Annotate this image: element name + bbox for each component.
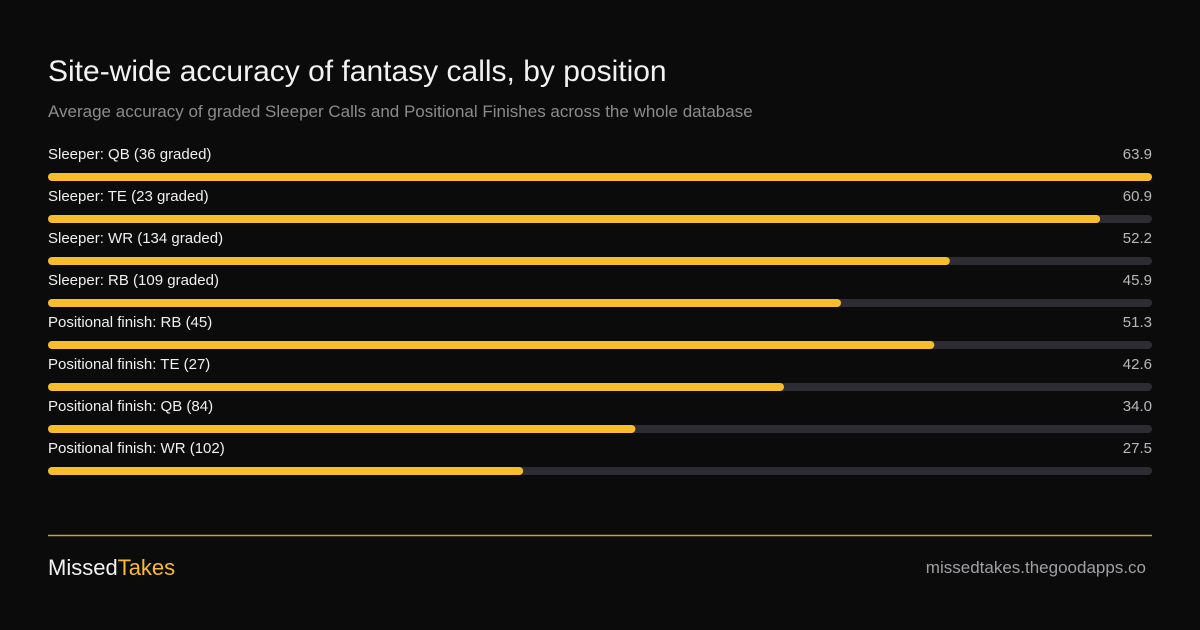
bar <box>48 341 935 349</box>
value-label: 60.9 <box>1123 188 1152 205</box>
site-url: missedtakes.thegoodapps.co <box>926 558 1146 577</box>
bar <box>48 425 636 433</box>
bar-label: Positional finish: QB (84) <box>48 398 213 415</box>
value-label: 27.5 <box>1123 440 1152 457</box>
chart-title: Site-wide accuracy of fantasy calls, by … <box>48 55 667 88</box>
bar-label: Positional finish: TE (27) <box>48 356 210 373</box>
bar <box>48 383 784 391</box>
bar <box>48 257 950 265</box>
bar-label: Sleeper: RB (109 graded) <box>48 272 219 289</box>
value-label: 42.6 <box>1123 356 1152 373</box>
brand: MissedTakes <box>48 555 175 580</box>
bar-label: Sleeper: WR (134 graded) <box>48 230 223 247</box>
value-label: 45.9 <box>1123 272 1152 289</box>
brand-second: Takes <box>118 555 175 580</box>
bar <box>48 215 1101 223</box>
bar <box>48 467 524 475</box>
bar <box>48 173 1152 181</box>
bar-label: Sleeper: TE (23 graded) <box>48 188 209 205</box>
bar-label: Positional finish: RB (45) <box>48 314 212 331</box>
bar-label: Sleeper: QB (36 graded) <box>48 146 211 163</box>
value-label: 51.3 <box>1123 314 1152 331</box>
bar-label: Positional finish: WR (102) <box>48 440 225 457</box>
chart-subtitle: Average accuracy of graded Sleeper Calls… <box>48 102 753 121</box>
value-label: 63.9 <box>1123 146 1152 163</box>
value-label: 52.2 <box>1123 230 1152 247</box>
bar <box>48 299 842 307</box>
brand-first: Missed <box>48 555 118 580</box>
value-label: 34.0 <box>1123 398 1152 415</box>
